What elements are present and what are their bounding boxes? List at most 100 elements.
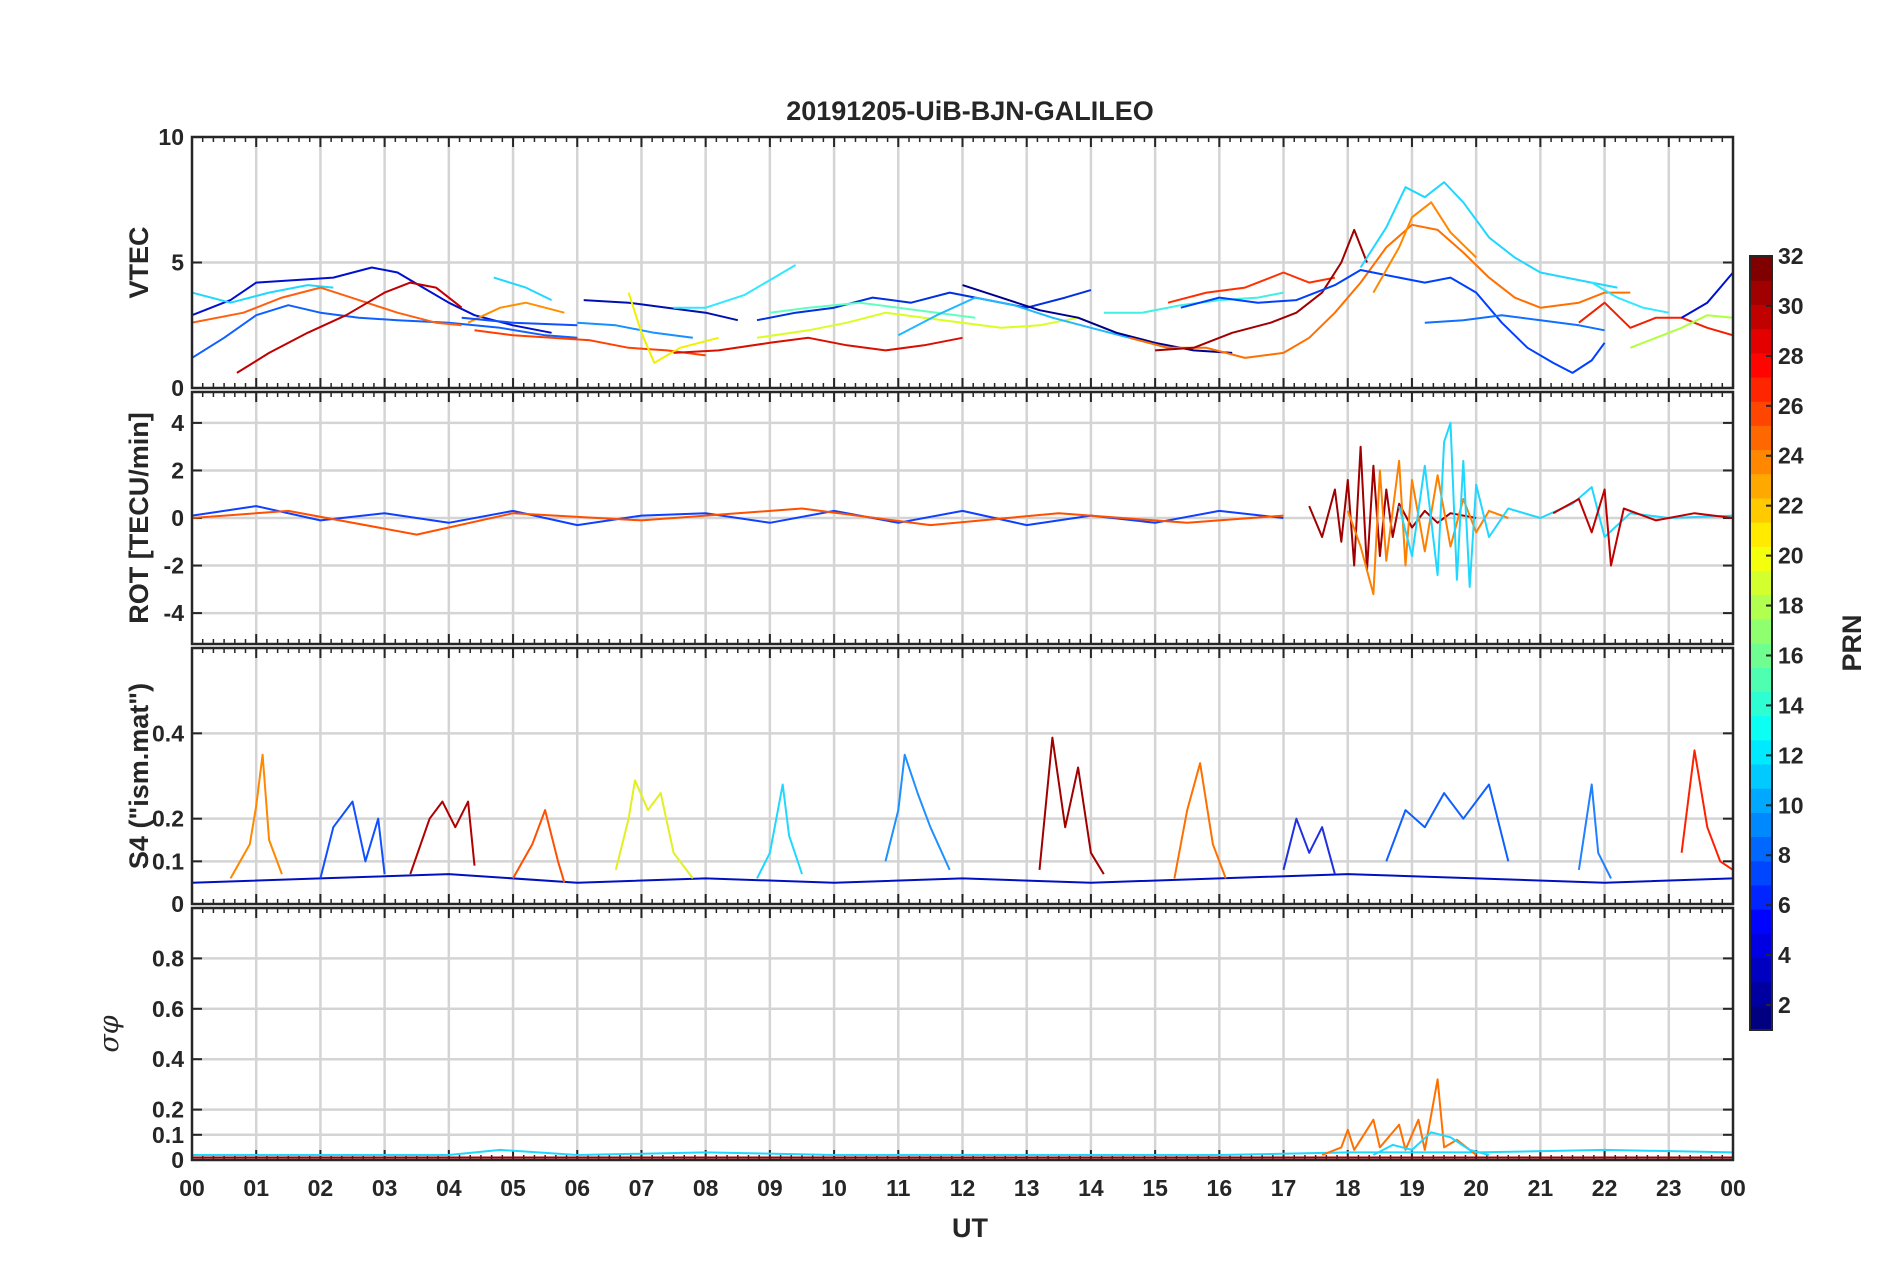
series-line <box>769 301 976 319</box>
colorbar-swatch <box>1750 981 1772 1007</box>
series-line <box>192 505 1284 527</box>
colorbar-tick-label: 26 <box>1778 393 1804 419</box>
y-tick-label: 0 <box>171 505 184 531</box>
colorbar-tick-label: 24 <box>1778 443 1804 469</box>
series-line <box>1385 783 1510 862</box>
axes-frame <box>190 390 1735 646</box>
series-line <box>1372 1131 1490 1156</box>
colorbar-tick-label: 16 <box>1778 642 1804 668</box>
x-tick-label: 03 <box>372 1175 398 1201</box>
colorbar-swatch <box>1750 256 1772 281</box>
x-tick-label: 20 <box>1463 1175 1489 1201</box>
series-line <box>1681 271 1733 319</box>
series-line <box>461 316 578 327</box>
x-tick-label: 00 <box>179 1175 205 1201</box>
colorbar-swatch <box>1750 401 1772 426</box>
series-line <box>474 329 706 357</box>
y-tick-label: 0.1 <box>152 1122 184 1148</box>
series-group <box>192 736 1733 884</box>
series-line <box>1680 749 1733 871</box>
y-tick-label: 0 <box>171 1147 184 1173</box>
y-tick-label: 4 <box>171 410 184 436</box>
colorbar-swatch <box>1750 473 1772 499</box>
series-line <box>1321 1078 1477 1156</box>
colorbar-tick-label: 18 <box>1778 593 1804 619</box>
series-line <box>897 296 1169 349</box>
x-axis-label: UT <box>952 1213 988 1243</box>
y-tick-label: 0.4 <box>152 720 184 746</box>
y-tick-label: 0 <box>171 891 184 917</box>
x-tick-label: 15 <box>1142 1175 1168 1201</box>
x-tick-label: 01 <box>243 1175 269 1201</box>
colorbar-swatch <box>1750 522 1772 547</box>
x-tick-label: 09 <box>757 1175 783 1201</box>
series-line <box>884 753 951 871</box>
series-line <box>1167 271 1336 304</box>
colorbar-swatch <box>1750 376 1772 402</box>
colorbar-swatch <box>1750 304 1772 330</box>
colorbar-swatch <box>1750 739 1772 765</box>
x-tick-label: 07 <box>629 1175 655 1201</box>
y-tick-label: 0.1 <box>152 848 184 874</box>
y-tick-label: -2 <box>164 553 184 579</box>
colorbar-swatch <box>1750 788 1772 813</box>
series-line <box>192 304 578 359</box>
x-tick-label: 05 <box>500 1175 526 1201</box>
panel-s4: 0 0.1 0.2 0.4S4 ("ism.mat") <box>124 646 1735 917</box>
colorbar-swatch <box>1750 667 1772 692</box>
series-line <box>1173 762 1227 879</box>
series-line <box>1552 488 1733 567</box>
series-line <box>512 809 566 883</box>
series-line <box>1372 201 1477 294</box>
panel-vtec: 0 5 10 VTEC <box>124 124 1735 401</box>
series-line <box>756 289 1092 322</box>
series-line <box>1591 281 1669 314</box>
series-group <box>192 421 1733 596</box>
series-line <box>962 284 1233 354</box>
colorbar-swatch <box>1750 352 1772 378</box>
x-tick-label: 12 <box>950 1175 976 1201</box>
colorbar-tick-label: 2 <box>1778 992 1791 1018</box>
x-tick-label: 13 <box>1014 1175 1040 1201</box>
colorbar-tick-label: 4 <box>1778 942 1791 968</box>
series-line <box>467 301 565 324</box>
colorbar-tick-label: 8 <box>1778 842 1791 868</box>
colorbar-tick-label: 6 <box>1778 892 1791 918</box>
x-tick-label: 10 <box>821 1175 847 1201</box>
colorbar-tick-label: 10 <box>1778 792 1804 818</box>
y-tick-label: 0 <box>171 375 184 401</box>
colorbar-swatch <box>1750 836 1772 862</box>
x-tick-label: 00 <box>1720 1175 1746 1201</box>
series-line <box>627 292 719 364</box>
y-axis-label: S4 ("ism.mat") <box>124 683 154 869</box>
y-tick-label: 10 <box>158 124 184 150</box>
colorbar-swatch <box>1750 909 1772 934</box>
y-axis-label: ROT [TECU/min] <box>124 412 154 623</box>
colorbar-swatch <box>1750 1005 1772 1031</box>
series-line <box>1129 223 1631 359</box>
y-tick-label: 5 <box>171 250 184 276</box>
series-line <box>192 284 334 304</box>
series-line <box>1577 783 1612 879</box>
series-line <box>1578 301 1733 337</box>
series-line <box>1308 445 1477 572</box>
series-line <box>583 299 739 322</box>
series-line <box>319 800 386 879</box>
panel-rot: -4 -2 0 2 4 ROT [TECU/min] <box>124 390 1735 646</box>
colorbar-swatch <box>1750 546 1772 572</box>
series-line <box>756 783 803 879</box>
x-tick-label: 22 <box>1592 1175 1618 1201</box>
y-tick-label: 2 <box>171 457 184 483</box>
colorbar-tick-label: 20 <box>1778 543 1804 569</box>
series-line <box>1359 181 1618 289</box>
x-tick-label: 08 <box>693 1175 719 1201</box>
colorbar-swatch <box>1750 691 1772 717</box>
y-tick-label: 0.4 <box>152 1046 184 1072</box>
y-tick-label: 0.2 <box>152 1097 184 1123</box>
series-line <box>673 264 797 309</box>
panel-sigma: 00.10.2 0.4 0.6 0.8 σφ <box>94 906 1735 1173</box>
series-line <box>192 507 1284 536</box>
colorbar-tick-label: 28 <box>1778 343 1804 369</box>
colorbar-tick-label: 30 <box>1778 293 1804 319</box>
